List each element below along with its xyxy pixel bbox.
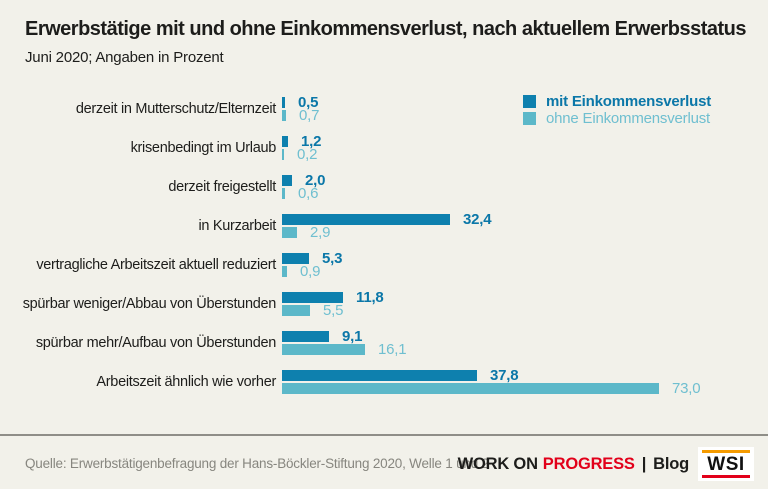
bar-ohne-einkommensverlust bbox=[282, 110, 286, 121]
value-label: 2,9 bbox=[310, 224, 331, 241]
bar-ohne-einkommensverlust bbox=[282, 344, 365, 355]
bar-pair: 0,5 0,7 bbox=[282, 94, 320, 124]
value-label: 0,2 bbox=[297, 146, 318, 163]
value-label: 0,5 bbox=[298, 94, 319, 111]
wsi-logo-orange-bar bbox=[702, 450, 750, 453]
chart-rows: derzeit in Mutterschutz/Elternzeit 0,5 0,7… bbox=[0, 94, 768, 409]
value-label: 5,5 bbox=[323, 302, 344, 319]
legend-swatch-light-blue bbox=[523, 111, 536, 125]
chart-row: in Kurzarbeit 32,4 2,9 bbox=[0, 211, 768, 241]
brand-progress: PROGRESS bbox=[542, 454, 635, 473]
bar-ohne-einkommensverlust bbox=[282, 266, 287, 277]
category-label: vertragliche Arbeitszeit aktuell reduzie… bbox=[36, 257, 276, 273]
bar-pair: 9,1 16,1 bbox=[282, 328, 407, 358]
chart-subtitle: Juni 2020; Angaben in Prozent bbox=[25, 49, 224, 66]
bar-line: 37,8 bbox=[282, 367, 700, 384]
brand-separator: | bbox=[641, 454, 647, 473]
chart-row: vertragliche Arbeitszeit aktuell reduzie… bbox=[0, 250, 768, 280]
chart-legend: mit Einkommensverlust ohne Einkommensver… bbox=[523, 93, 711, 127]
chart-row: spürbar weniger/Abbau von Überstunden 11,… bbox=[0, 289, 768, 319]
bar-ohne-einkommensverlust bbox=[282, 227, 297, 238]
bar-mit-einkommensverlust bbox=[282, 136, 288, 147]
bar-ohne-einkommensverlust bbox=[282, 305, 310, 316]
category-label: in Kurzarbeit bbox=[198, 218, 277, 234]
bar-pair: 11,8 5,5 bbox=[282, 289, 384, 319]
category-label: krisenbedingt im Urlaub bbox=[130, 140, 277, 156]
category-label: derzeit freigestellt bbox=[168, 179, 276, 195]
wsi-logo: WSI bbox=[698, 447, 754, 481]
legend-item-ohne-einkommensverlust: ohne Einkommensverlust bbox=[523, 109, 711, 127]
wsi-logo-red-bar bbox=[702, 475, 750, 478]
value-label: 0,6 bbox=[298, 185, 319, 202]
bar-mit-einkommensverlust bbox=[282, 175, 292, 186]
bar-line: 2,9 bbox=[282, 224, 491, 241]
chart-row: derzeit freigestellt 2,0 0,6 bbox=[0, 172, 768, 202]
bar-line: 9,1 bbox=[282, 328, 406, 345]
legend-label: ohne Einkommensverlust bbox=[546, 109, 711, 127]
bar-pair: 5,3 0,9 bbox=[282, 250, 343, 280]
legend-label: mit Einkommensverlust bbox=[546, 92, 712, 110]
value-label: 0,7 bbox=[299, 107, 320, 124]
value-label: 32,4 bbox=[463, 211, 492, 228]
bar-ohne-einkommensverlust bbox=[282, 188, 285, 199]
value-label: 16,1 bbox=[378, 341, 407, 358]
category-label: spürbar weniger/Abbau von Überstunden bbox=[22, 296, 277, 312]
bar-mit-einkommensverlust bbox=[282, 97, 285, 108]
bar-mit-einkommensverlust bbox=[282, 253, 309, 264]
bar-mit-einkommensverlust bbox=[282, 331, 329, 342]
brand-blog: Blog bbox=[653, 454, 689, 473]
bar-line: 0,7 bbox=[282, 107, 320, 124]
legend-swatch-dark-blue bbox=[523, 94, 536, 108]
chart-row: Arbeitszeit ähnlich wie vorher 37,8 73,0 bbox=[0, 367, 768, 397]
footer-brand: WORK ON PROGRESS | Blog WSI bbox=[458, 447, 754, 481]
value-label: 1,2 bbox=[301, 133, 322, 150]
bar-line: 0,2 bbox=[282, 146, 321, 163]
category-label: Arbeitszeit ähnlich wie vorher bbox=[96, 374, 276, 390]
chart-row: spürbar mehr/Aufbau von Überstunden 9,1 16… bbox=[0, 328, 768, 358]
bar-line: 5,5 bbox=[282, 302, 384, 319]
bar-line: 11,8 bbox=[282, 289, 384, 306]
bar-ohne-einkommensverlust bbox=[282, 383, 659, 394]
source-note: Quelle: Erwerbstätigenbefragung der Hans… bbox=[25, 456, 489, 471]
bar-mit-einkommensverlust bbox=[282, 214, 450, 225]
bar-pair: 1,2 0,2 bbox=[282, 133, 322, 163]
chart-row: krisenbedingt im Urlaub 1,2 0,2 bbox=[0, 133, 768, 163]
legend-item-mit-einkommensverlust: mit Einkommensverlust bbox=[523, 92, 712, 110]
bar-ohne-einkommensverlust bbox=[282, 149, 284, 160]
chart-title: Erwerbstätige mit und ohne Einkommensver… bbox=[25, 18, 747, 40]
value-label: 2,0 bbox=[305, 172, 326, 189]
bar-mit-einkommensverlust bbox=[282, 370, 477, 381]
chart-row: derzeit in Mutterschutz/Elternzeit 0,5 0,7 bbox=[0, 94, 768, 124]
value-label: 0,9 bbox=[300, 263, 321, 280]
category-label: derzeit in Mutterschutz/Elternzeit bbox=[75, 101, 276, 117]
bar-line: 32,4 bbox=[282, 211, 492, 228]
value-label: 37,8 bbox=[490, 367, 519, 384]
bar-mit-einkommensverlust bbox=[282, 292, 343, 303]
value-label: 73,0 bbox=[672, 380, 701, 397]
bar-line: 73,0 bbox=[282, 380, 701, 397]
bar-line: 1,2 bbox=[282, 133, 322, 150]
bar-line: 16,1 bbox=[282, 341, 407, 358]
bar-line: 0,6 bbox=[282, 185, 325, 202]
bar-line: 0,9 bbox=[282, 263, 342, 280]
bar-line: 0,5 bbox=[282, 94, 319, 111]
bar-pair: 2,0 0,6 bbox=[282, 172, 326, 202]
value-label: 11,8 bbox=[356, 289, 384, 306]
bar-line: 2,0 bbox=[282, 172, 326, 189]
value-label: 5,3 bbox=[322, 250, 343, 267]
bar-pair: 37,8 73,0 bbox=[282, 367, 701, 397]
bar-pair: 32,4 2,9 bbox=[282, 211, 492, 241]
category-label: spürbar mehr/Aufbau von Überstunden bbox=[35, 335, 276, 351]
brand-work-on: WORK ON bbox=[457, 454, 538, 473]
bar-line: 5,3 bbox=[282, 250, 343, 267]
footer-divider-line bbox=[0, 434, 768, 436]
chart-header: Erwerbstätige mit und ohne Einkommensver… bbox=[25, 16, 758, 66]
value-label: 9,1 bbox=[342, 328, 363, 345]
wsi-logo-text: WSI bbox=[707, 453, 745, 475]
